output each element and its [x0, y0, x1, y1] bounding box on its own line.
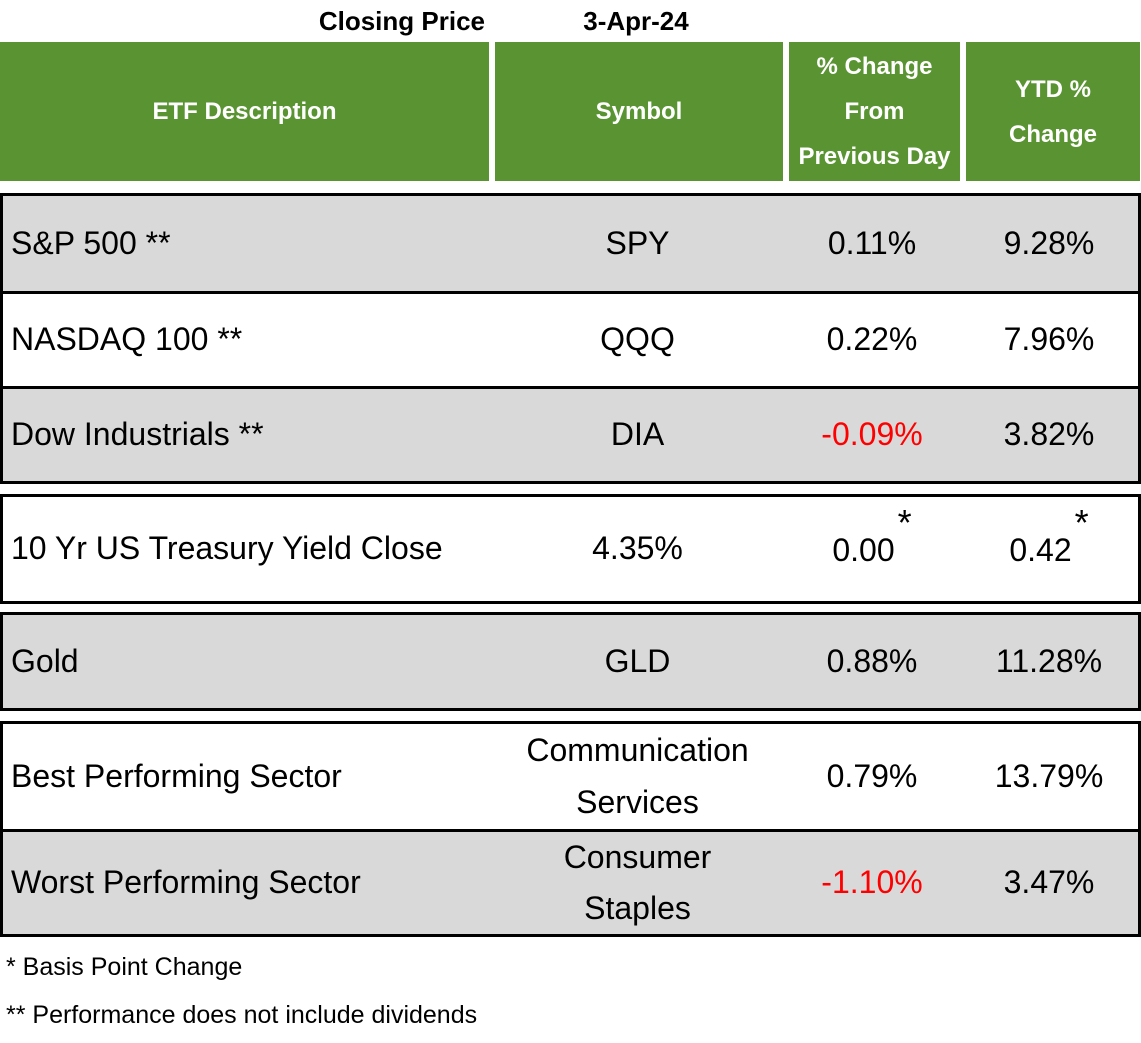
closing-price-title: Closing Price: [318, 5, 485, 36]
ytd-change-value: 3.47%: [1003, 864, 1095, 901]
etf-description: Gold: [11, 642, 79, 679]
basis-point-asterisk: *: [897, 502, 912, 544]
etf-symbol: GLD: [604, 642, 671, 679]
day-change-value: -1.10%: [821, 864, 923, 901]
day-change-value: 0.11%: [827, 224, 917, 261]
etf-description: Dow Industrials **: [11, 416, 264, 453]
day-change-value: -0.09%: [821, 416, 923, 453]
ytd-change-value: 3.82%: [1003, 416, 1095, 453]
footnote-dividends: ** Performance does not include dividend…: [6, 1001, 478, 1029]
column-header-symbol: Symbol: [495, 42, 783, 181]
table-row-worst-sector: Worst Performing Sector Consumer Staples…: [3, 829, 1138, 934]
sector-name: Communication Services: [526, 732, 749, 820]
etf-description: Worst Performing Sector: [11, 864, 361, 901]
table-row-dow-industrials: Dow Industrials ** DIA -0.09% 3.82%: [3, 386, 1138, 481]
table-row-treasury-yield: 10 Yr US Treasury Yield Close 4.35% 0.00…: [3, 497, 1138, 601]
day-change-value: 0.00*: [784, 502, 960, 578]
day-change-number: 0.00: [832, 532, 895, 569]
etf-description: NASDAQ 100 **: [11, 321, 243, 358]
section-treasury: 10 Yr US Treasury Yield Close 4.35% 0.00…: [0, 494, 1141, 604]
etf-description: Best Performing Sector: [11, 757, 342, 794]
etf-description: 10 Yr US Treasury Yield Close: [11, 530, 443, 567]
ytd-change-value: 0.42*: [960, 502, 1138, 578]
sector-name: Consumer Staples: [563, 838, 712, 926]
table-row-best-sector: Best Performing Sector Communication Ser…: [3, 724, 1138, 829]
section-indices: S&P 500 ** SPY 0.11% 9.28% NASDAQ 100 **…: [0, 193, 1141, 484]
basis-point-asterisk: *: [1074, 502, 1089, 544]
etf-description: S&P 500 **: [11, 224, 171, 261]
table-row-sp500: S&P 500 ** SPY 0.11% 9.28%: [3, 196, 1138, 291]
ytd-change-value: 9.28%: [1003, 224, 1095, 261]
column-header-ytd-change: YTD % Change: [966, 42, 1140, 181]
day-change-value: 0.22%: [826, 321, 918, 358]
ytd-change-number: 0.42: [1009, 532, 1072, 569]
table-header: ETF Description Symbol % Change From Pre…: [0, 42, 1141, 181]
column-header-etf-description: ETF Description: [0, 42, 489, 181]
section-gold: Gold GLD 0.88% 11.28%: [0, 612, 1141, 711]
footnotes: * Basis Point Change ** Performance does…: [0, 937, 1141, 1029]
column-header-day-change: % Change From Previous Day: [789, 42, 960, 181]
title-row: Closing Price 3-Apr-24: [0, 0, 1141, 42]
table-row-nasdaq100: NASDAQ 100 ** QQQ 0.22% 7.96%: [3, 291, 1138, 386]
treasury-yield-close: 4.35%: [592, 530, 683, 567]
section-sectors: Best Performing Sector Communication Ser…: [0, 721, 1141, 937]
etf-symbol: SPY: [605, 224, 670, 261]
ytd-change-value: 13.79%: [994, 757, 1104, 794]
closing-price-date: 3-Apr-24: [583, 5, 689, 36]
table-row-gold: Gold GLD 0.88% 11.28%: [3, 615, 1138, 708]
ytd-change-value: 7.96%: [1003, 321, 1095, 358]
etf-symbol: DIA: [610, 416, 665, 453]
day-change-value: 0.88%: [826, 642, 918, 679]
footnote-basis-point: * Basis Point Change: [6, 953, 243, 981]
day-change-value: 0.79%: [826, 757, 918, 794]
etf-symbol: QQQ: [600, 321, 675, 358]
ytd-change-value: 11.28%: [995, 642, 1103, 679]
